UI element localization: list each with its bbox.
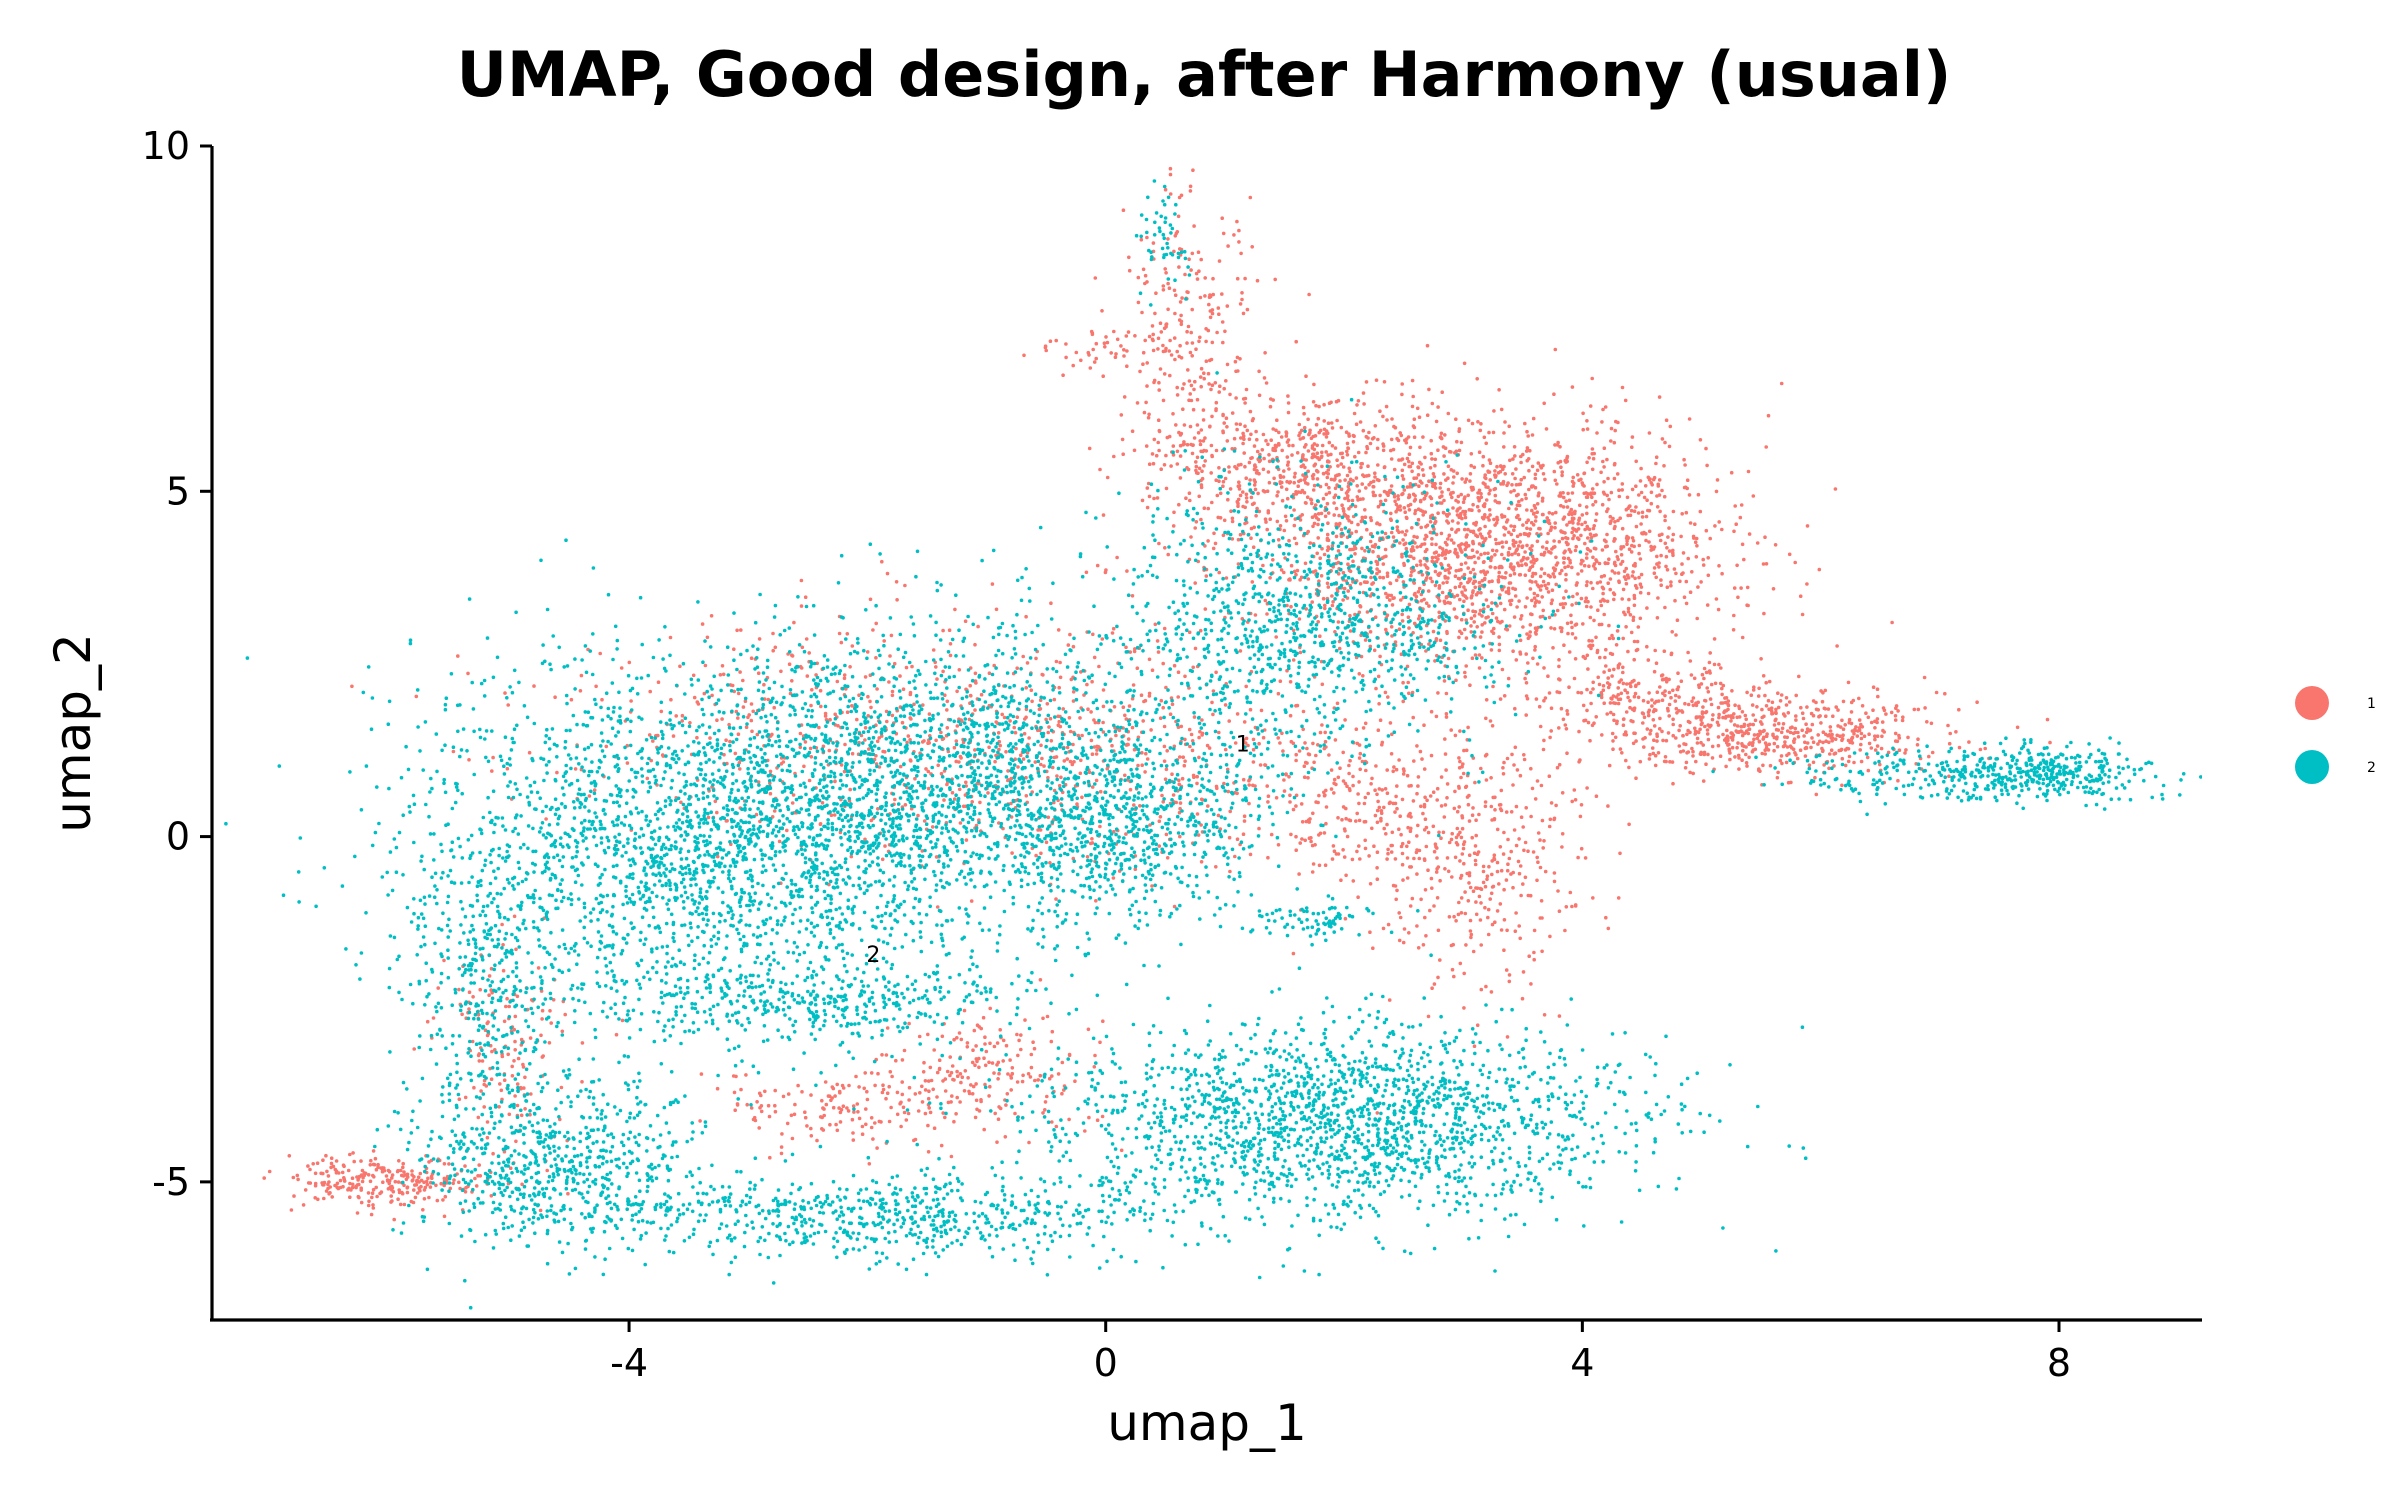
x-tick-label: 0 bbox=[1094, 1341, 1118, 1385]
cluster-label-2: 2 bbox=[866, 943, 880, 968]
y-axis-label: umap_2 bbox=[44, 633, 102, 833]
x-tick-label: 8 bbox=[2047, 1341, 2071, 1385]
chart-title: UMAP, Good design, after Harmony (usual) bbox=[457, 38, 1952, 111]
series-2-points bbox=[224, 179, 2202, 1310]
y-tick-label: -5 bbox=[152, 1160, 190, 1204]
x-axis-label: umap_1 bbox=[1107, 1394, 1307, 1452]
series-1-dots bbox=[262, 166, 2052, 1222]
series-2-dots bbox=[224, 179, 2202, 1310]
legend: 12 bbox=[2295, 686, 2376, 784]
legend-label-2: 2 bbox=[2367, 760, 2376, 776]
legend-label-1: 1 bbox=[2367, 696, 2376, 712]
x-tick-label: -4 bbox=[610, 1341, 648, 1385]
cluster-labels: 12 bbox=[866, 732, 1249, 968]
x-axis-ticks: -4 0 4 8 bbox=[610, 1320, 2071, 1385]
y-tick-label: 10 bbox=[142, 124, 190, 168]
y-tick-label: 5 bbox=[166, 469, 190, 513]
cluster-label-1: 1 bbox=[1236, 732, 1250, 757]
x-tick-label: 4 bbox=[1570, 1341, 1594, 1385]
legend-swatch-1 bbox=[2295, 686, 2329, 720]
legend-swatch-2 bbox=[2295, 750, 2329, 784]
y-tick-label: 0 bbox=[166, 815, 190, 859]
series-1-points bbox=[262, 166, 2052, 1222]
scatter-points bbox=[224, 166, 2202, 1310]
y-axis-ticks: -5 0 5 10 bbox=[142, 124, 212, 1204]
